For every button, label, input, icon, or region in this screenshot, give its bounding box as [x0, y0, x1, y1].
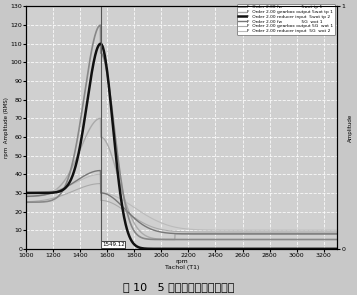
Text: 1549.12: 1549.12 — [102, 242, 125, 247]
Y-axis label: rpm  Amplitude (RMS): rpm Amplitude (RMS) — [4, 97, 9, 158]
Text: 图 10   5 挡主阶次扭振计算结果: 图 10 5 挡主阶次扭振计算结果 — [123, 282, 234, 292]
Legend: F  Order 2.00 fw              5wot tp 1, F  Order 2.00 gearbox output 5wot tp 1,: F Order 2.00 fw 5wot tp 1, F Order 2.00 … — [237, 4, 335, 35]
Y-axis label: Amplitude: Amplitude — [348, 114, 353, 142]
X-axis label: rpm
Tachol (T1): rpm Tachol (T1) — [165, 259, 199, 270]
